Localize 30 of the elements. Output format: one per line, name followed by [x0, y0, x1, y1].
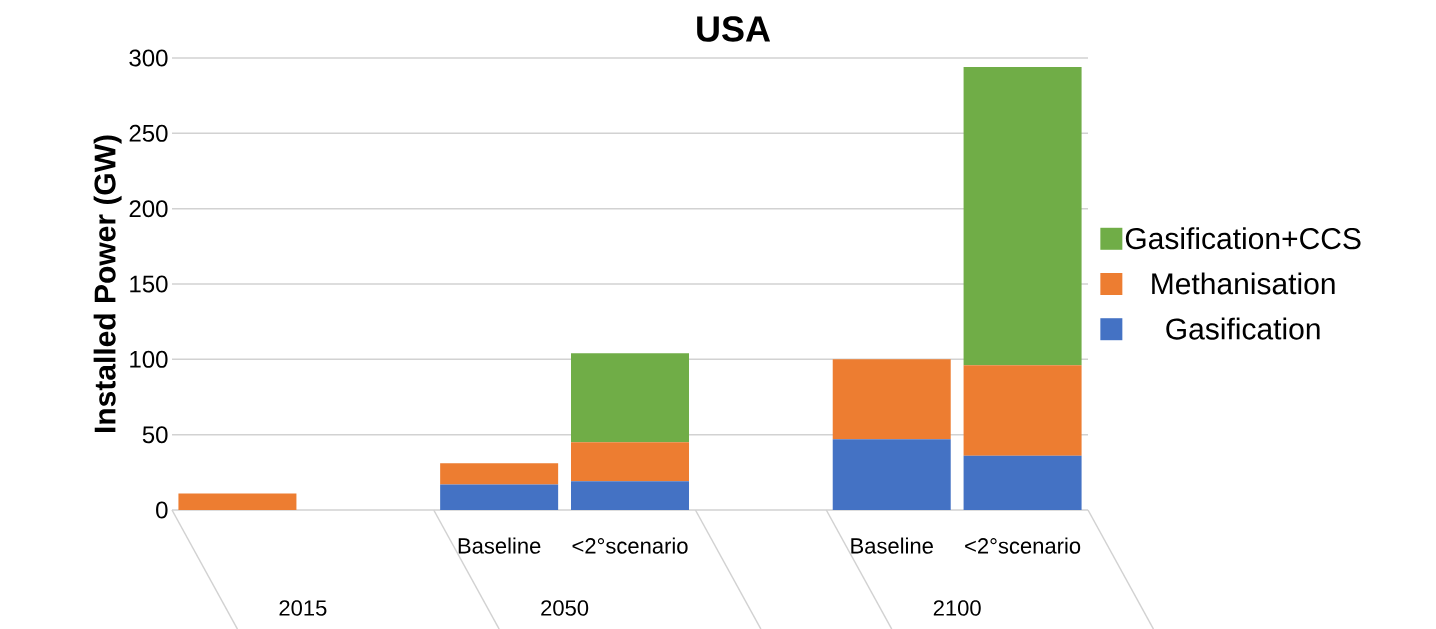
x-tick-label: <2°scenario: [572, 537, 688, 554]
bar: [440, 463, 559, 485]
y-tick-label: 300: [129, 49, 168, 67]
bar: [571, 481, 690, 510]
y-tick-label: 100: [130, 350, 168, 368]
bar: [963, 455, 1082, 510]
bar: [440, 484, 559, 510]
bar: [178, 493, 297, 510]
y-axis-title: Installed Power (GW): [93, 135, 122, 433]
bar: [832, 439, 951, 510]
y-tick-label: 150: [130, 275, 168, 293]
legend-label: Methanisation: [1152, 272, 1335, 295]
x-tick-label: <2°scenario: [965, 537, 1081, 554]
legend-label: Gasification+CCS: [1125, 227, 1361, 250]
bar: [571, 442, 690, 482]
y-tick-label: 250: [129, 124, 168, 142]
y-tick-label: 200: [129, 200, 168, 218]
bar: [571, 353, 690, 443]
bar: [963, 67, 1082, 366]
text: 2100: [933, 600, 981, 616]
text: 2015: [279, 600, 327, 616]
y-tick-label: 0: [156, 501, 168, 519]
y-tick-label: 50: [142, 426, 168, 444]
legend-label: Gasification: [1166, 317, 1320, 340]
chart-title: USA: [697, 16, 771, 42]
bar: [963, 365, 1082, 456]
bar: [832, 359, 951, 440]
x-tick-label: Baseline: [458, 537, 541, 554]
text: 2050: [541, 600, 589, 616]
x-tick-label: Baseline: [851, 537, 933, 554]
